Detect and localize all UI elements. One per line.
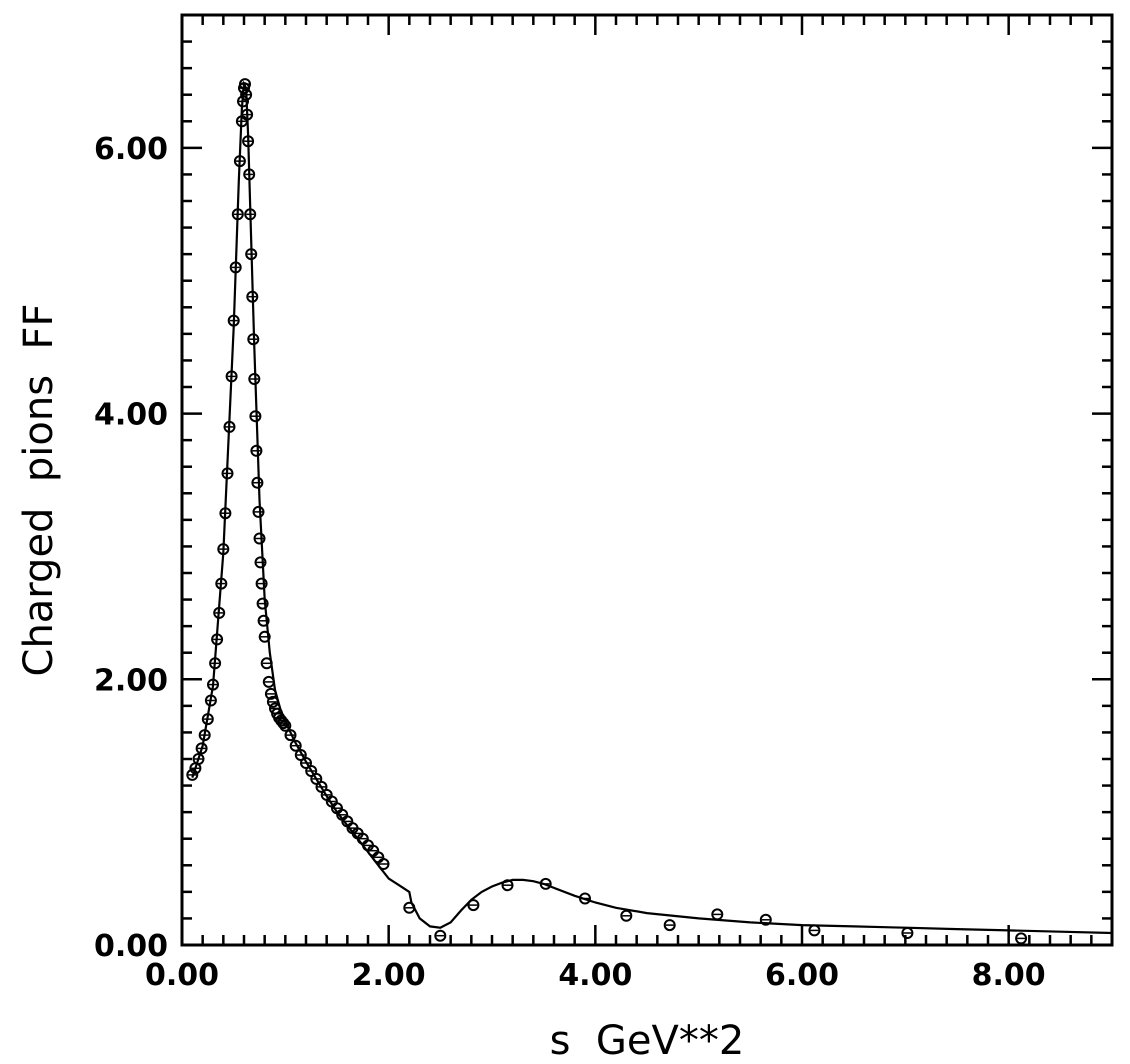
y-tick-label: 0.00 — [94, 929, 168, 964]
axis-tick-labels: 0.00 2.00 4.00 6.00 8.00 0.00 2.00 4.00 6.00 — [94, 132, 1046, 993]
data-point — [808, 924, 821, 937]
data-point — [258, 630, 271, 643]
data-point — [247, 333, 260, 346]
data-point — [300, 757, 312, 769]
x-tick-label: 8.00 — [972, 958, 1046, 993]
data-point — [192, 753, 205, 765]
data-point — [240, 88, 253, 101]
data-point — [253, 532, 266, 545]
data-point — [215, 577, 228, 590]
data-point — [244, 208, 257, 221]
data-point — [249, 410, 262, 423]
data-point — [223, 420, 236, 433]
y-tick-label: 4.00 — [94, 398, 168, 433]
data-point — [245, 248, 258, 261]
data-point — [294, 749, 307, 761]
data-point — [246, 290, 259, 303]
data-point — [901, 927, 914, 939]
data-point — [759, 913, 772, 926]
data-point — [264, 687, 277, 700]
data-point — [403, 901, 416, 914]
data-point — [277, 717, 290, 730]
x-tick-label: 2.00 — [352, 958, 426, 993]
axis-ticks — [180, 13, 1114, 947]
data-point — [241, 108, 254, 121]
data-point — [315, 780, 328, 793]
data-point — [467, 899, 480, 912]
data-point — [250, 444, 263, 457]
plot-frame — [180, 13, 1114, 947]
data-point — [251, 476, 264, 489]
x-tick-label: 0.00 — [145, 958, 219, 993]
data-point — [201, 713, 214, 726]
data-point — [217, 543, 230, 556]
x-axis-title: s GeV**2 — [550, 1018, 745, 1064]
data-point — [204, 694, 217, 707]
data-point — [539, 877, 552, 890]
data-point — [255, 577, 268, 590]
data-point — [209, 657, 222, 670]
data-point — [229, 261, 242, 274]
data-point — [195, 742, 208, 755]
data-point — [211, 633, 224, 646]
data-point — [221, 467, 234, 480]
data-point — [1015, 932, 1028, 945]
data-point — [257, 614, 270, 627]
data-point — [198, 729, 211, 742]
data-point — [207, 678, 219, 691]
data-point — [289, 739, 302, 752]
x-tick-label: 4.00 — [558, 958, 632, 993]
data-point — [262, 675, 275, 688]
fit-curve — [191, 80, 1113, 935]
x-tick-label: 6.00 — [765, 958, 839, 993]
data-point — [254, 556, 267, 569]
data-point — [242, 135, 255, 148]
data-point — [233, 155, 246, 168]
data-point — [579, 892, 591, 905]
data-point — [620, 909, 633, 922]
data-point — [252, 505, 265, 518]
data-point — [256, 597, 269, 610]
data-point — [237, 95, 249, 108]
data-point — [219, 507, 232, 520]
data-point — [501, 879, 514, 892]
data-point — [231, 208, 244, 221]
y-tick-label: 6.00 — [94, 132, 168, 167]
data-point — [663, 919, 676, 932]
data-point — [266, 695, 279, 708]
data-point — [260, 657, 273, 670]
data-point — [213, 606, 226, 619]
data-points — [186, 78, 1028, 945]
y-tick-label: 2.00 — [94, 663, 168, 698]
data-point — [711, 908, 724, 921]
data-point — [186, 768, 199, 781]
data-point — [434, 929, 447, 942]
data-point — [310, 772, 323, 785]
data-point — [243, 168, 256, 181]
data-point — [279, 719, 292, 732]
data-point — [377, 858, 390, 870]
data-point — [227, 314, 240, 327]
y-axis-title: Charged pions FF — [16, 304, 62, 677]
data-point — [284, 729, 297, 742]
data-point — [225, 370, 238, 383]
data-point — [248, 373, 261, 385]
